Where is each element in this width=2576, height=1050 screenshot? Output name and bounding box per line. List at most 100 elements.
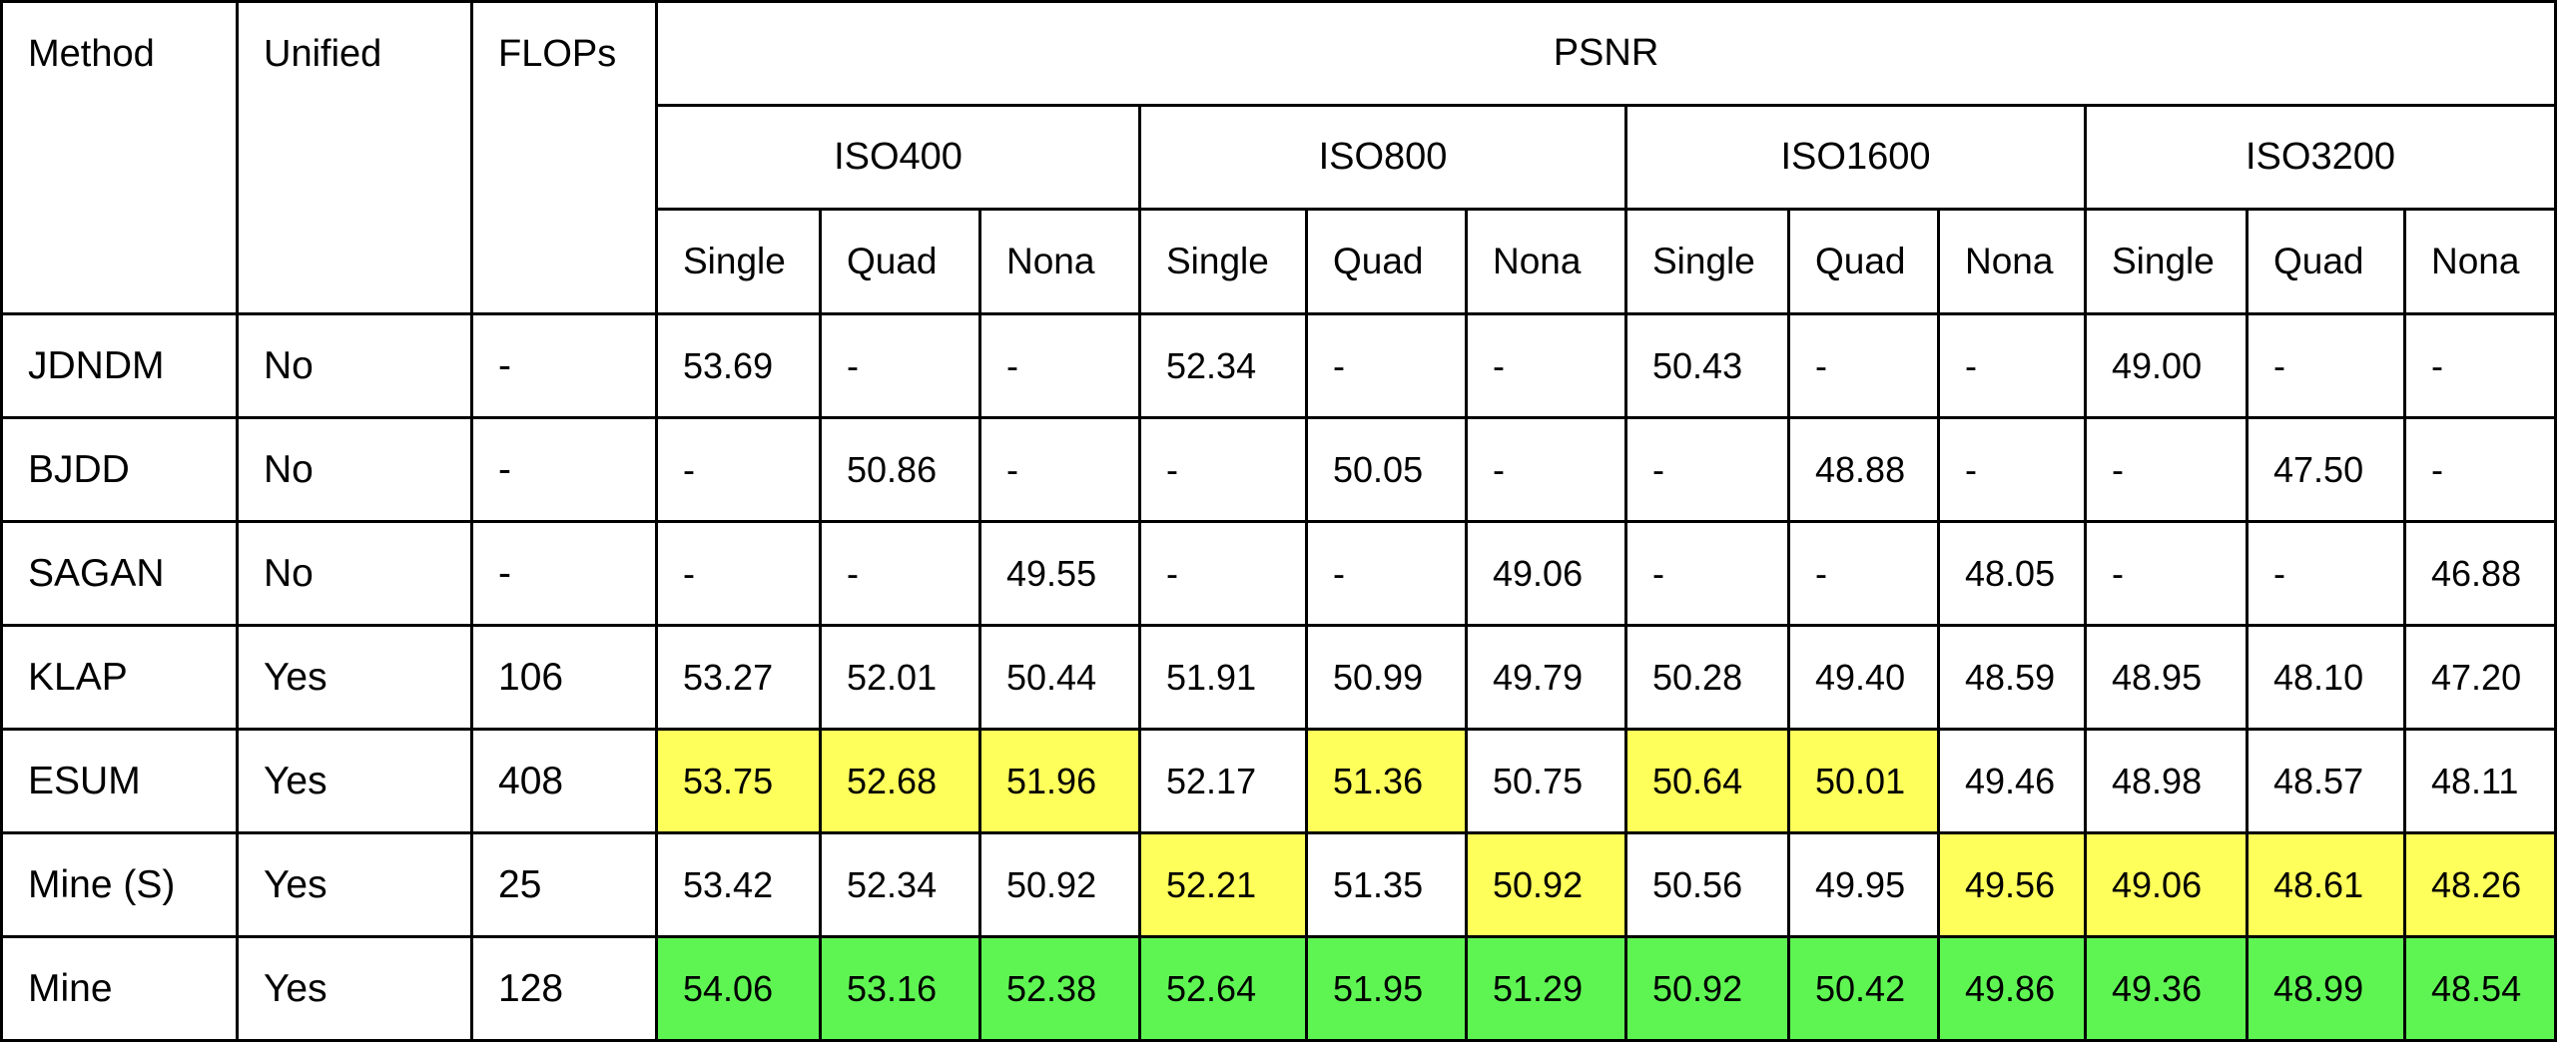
unified-cell: No	[236, 416, 473, 523]
iso-group-header: ISO400	[655, 104, 1141, 211]
psnr-value-cell: 50.86	[819, 416, 981, 523]
psnr-value-cell: -	[978, 416, 1141, 523]
method-cell: ESUM	[0, 728, 239, 834]
psnr-value-cell: 50.42	[1787, 935, 1940, 1042]
psnr-value-cell: 51.95	[1305, 935, 1468, 1042]
psnr-value-cell: 49.95	[1787, 831, 1940, 938]
flops-cell: -	[470, 312, 658, 419]
psnr-value-cell: 52.64	[1138, 935, 1308, 1042]
flops-cell: 408	[470, 728, 658, 834]
psnr-value-cell: 47.50	[2246, 416, 2406, 523]
psnr-value-cell: 52.34	[1138, 312, 1308, 419]
psnr-value-cell: 52.21	[1138, 831, 1308, 938]
psnr-value-cell: 49.40	[1787, 624, 1940, 731]
psnr-value-cell: -	[1787, 520, 1940, 627]
pattern-header: Nona	[1937, 208, 2087, 315]
table-row: Mine (S) Yes 25 53.42 52.34 50.92 52.21 51.35 50…	[0, 831, 2557, 938]
psnr-value-cell: 50.92	[978, 831, 1141, 938]
header-row-pattern: Single Quad Nona Single Quad Nona Single Quad No…	[2, 208, 2557, 315]
pattern-header: Quad	[1305, 208, 1468, 315]
psnr-value-cell: -	[1305, 312, 1468, 419]
pattern-header: Single	[655, 208, 822, 315]
psnr-value-cell: -	[1937, 416, 2087, 523]
psnr-value-cell: 48.10	[2246, 624, 2406, 731]
psnr-value-cell: -	[819, 520, 981, 627]
table-row: JDNDM No -53.69- -52.34- -50.43- -49.00- -	[0, 312, 2557, 419]
pattern-header: Quad	[2246, 208, 2406, 315]
psnr-value-cell: 49.55	[978, 520, 1141, 627]
pattern-header: Quad	[819, 208, 981, 315]
psnr-value-cell: 50.99	[1305, 624, 1468, 731]
table-row: BJDD No - -50.86- -50.05- -48.88- -47.50-	[0, 416, 2557, 523]
table-row: ESUM Yes 408 53.75 52.68 51.96 52.17 51.36 50.75…	[0, 728, 2557, 834]
pattern-header: Single	[1624, 208, 1790, 315]
pattern-header: Single	[2084, 208, 2249, 315]
psnr-value-cell: 50.92	[1624, 935, 1790, 1042]
psnr-value-cell: 48.57	[2246, 728, 2406, 834]
psnr-value-cell: 48.05	[1937, 520, 2087, 627]
psnr-value-cell: 48.26	[2403, 831, 2557, 938]
psnr-value-cell: 48.59	[1937, 624, 2087, 731]
psnr-value-cell: -	[2246, 520, 2406, 627]
psnr-value-cell: 53.16	[819, 935, 981, 1042]
psnr-value-cell: -	[1937, 312, 2087, 419]
psnr-value-cell: 51.96	[978, 728, 1141, 834]
pattern-header: Quad	[1787, 208, 1940, 315]
psnr-value-cell: 49.36	[2084, 935, 2249, 1042]
psnr-value-cell: 48.88	[1787, 416, 1940, 523]
psnr-value-cell: -	[655, 416, 822, 523]
pattern-header: Nona	[2403, 208, 2557, 315]
psnr-value-cell: 50.44	[978, 624, 1141, 731]
psnr-value-cell: -	[2403, 312, 2557, 419]
psnr-value-cell: 49.79	[1465, 624, 1627, 731]
psnr-value-cell: 53.42	[655, 831, 822, 938]
psnr-value-cell: 52.68	[819, 728, 981, 834]
psnr-value-cell: 50.01	[1787, 728, 1940, 834]
flops-cell: 25	[470, 831, 658, 938]
psnr-value-cell: 48.11	[2403, 728, 2557, 834]
psnr-value-cell: 48.95	[2084, 624, 2249, 731]
unified-cell: Yes	[236, 624, 473, 731]
unified-cell: No	[236, 520, 473, 627]
method-cell: JDNDM	[0, 312, 239, 419]
psnr-value-cell: -	[1465, 416, 1627, 523]
unified-cell: Yes	[236, 935, 473, 1042]
unified-header: Unified	[236, 0, 473, 315]
flops-cell: 106	[470, 624, 658, 731]
psnr-value-cell: 49.56	[1937, 831, 2087, 938]
pattern-header: Single	[1138, 208, 1308, 315]
psnr-value-cell: 50.64	[1624, 728, 1790, 834]
psnr-header: PSNR	[655, 0, 2557, 107]
psnr-value-cell: 54.06	[655, 935, 822, 1042]
psnr-value-cell: 49.06	[1465, 520, 1627, 627]
psnr-value-cell: 49.86	[1937, 935, 2087, 1042]
method-cell: BJDD	[0, 416, 239, 523]
psnr-value-cell: 53.75	[655, 728, 822, 834]
psnr-value-cell: -	[2246, 312, 2406, 419]
flops-header: FLOPs	[470, 0, 658, 315]
psnr-value-cell: 48.99	[2246, 935, 2406, 1042]
pattern-header: Nona	[978, 208, 1141, 315]
psnr-value-cell: -	[2403, 416, 2557, 523]
psnr-value-cell: 50.05	[1305, 416, 1468, 523]
psnr-value-cell: 52.34	[819, 831, 981, 938]
psnr-value-cell: 52.01	[819, 624, 981, 731]
psnr-value-cell: 51.91	[1138, 624, 1308, 731]
pattern-header: Nona	[1465, 208, 1627, 315]
psnr-value-cell: 53.69	[655, 312, 822, 419]
unified-cell: No	[236, 312, 473, 419]
psnr-value-cell: 48.98	[2084, 728, 2249, 834]
method-cell: SAGAN	[0, 520, 239, 627]
psnr-value-cell: 49.00	[2084, 312, 2249, 419]
psnr-value-cell: 48.54	[2403, 935, 2557, 1042]
psnr-value-cell: 52.17	[1138, 728, 1308, 834]
unified-cell: Yes	[236, 831, 473, 938]
method-cell: KLAP	[0, 624, 239, 731]
psnr-value-cell: 50.92	[1465, 831, 1627, 938]
psnr-value-cell: 48.61	[2246, 831, 2406, 938]
psnr-value-cell: 50.28	[1624, 624, 1790, 731]
psnr-value-cell: 51.29	[1465, 935, 1627, 1042]
method-cell: Mine (S)	[0, 831, 239, 938]
